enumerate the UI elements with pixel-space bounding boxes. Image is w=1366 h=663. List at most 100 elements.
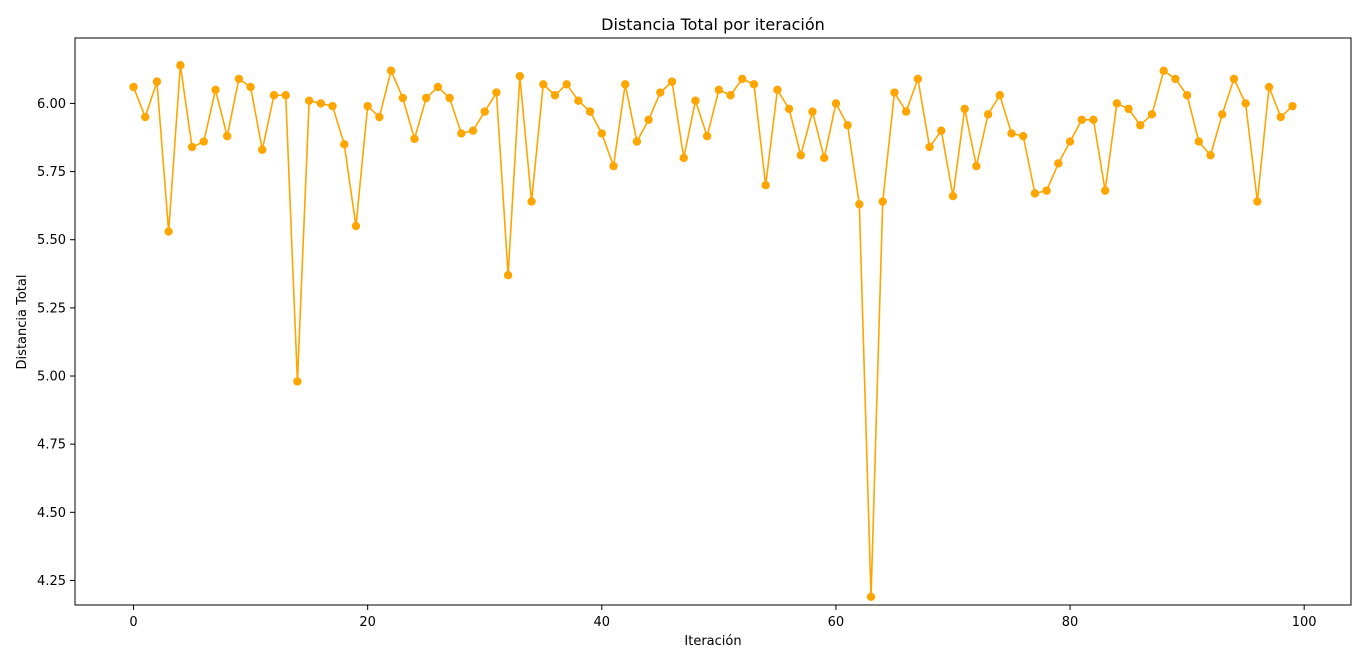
plot-frame (74, 37, 1352, 606)
data-point (585, 107, 595, 116)
data-point (597, 129, 606, 138)
y-axis: 4.25 4.50 4.75 5.00 5.25 5.50 5.75 6.00 (37, 97, 75, 589)
y-tick-label: 4.25 (37, 574, 66, 589)
data-point (1194, 137, 1204, 146)
data-point (866, 592, 876, 602)
data-point (960, 104, 969, 114)
series-line (132, 64, 1294, 598)
data-point (726, 91, 735, 100)
data-point (1054, 159, 1063, 168)
data-point (515, 71, 525, 81)
data-point (679, 153, 688, 163)
data-point (656, 88, 665, 97)
data-point (1229, 74, 1239, 84)
data-point (1288, 101, 1297, 111)
data-point (222, 131, 232, 141)
data-point (480, 107, 489, 116)
data-point (246, 82, 255, 92)
data-point (152, 77, 162, 86)
data-point (1206, 151, 1215, 160)
data-point (878, 197, 887, 206)
data-point (503, 270, 513, 280)
y-tick-label: 5.00 (37, 370, 66, 385)
data-point (749, 80, 759, 89)
data-point (702, 131, 712, 141)
data-point (421, 93, 431, 103)
data-point (375, 112, 384, 122)
data-point (386, 66, 396, 75)
data-point (609, 161, 618, 171)
data-point (1147, 110, 1157, 119)
data-point (621, 80, 630, 89)
data-point (269, 91, 279, 100)
y-tick-label: 5.25 (37, 301, 66, 316)
data-point (410, 134, 419, 144)
data-point (316, 99, 326, 108)
data-point (1276, 112, 1285, 122)
data-point (468, 126, 478, 135)
data-point (1124, 104, 1133, 114)
data-point (1264, 82, 1274, 92)
data-point (445, 93, 454, 103)
data-point (234, 74, 244, 84)
data-point (363, 101, 372, 111)
data-point (527, 197, 536, 206)
data-point (1253, 197, 1262, 206)
data-point (1077, 115, 1086, 124)
data-point (281, 91, 290, 100)
data-point (691, 96, 700, 105)
data-point (398, 93, 407, 103)
data-point (176, 61, 185, 70)
data-point (1182, 91, 1192, 100)
data-point (667, 77, 677, 86)
data-point (913, 74, 923, 84)
data-point (1241, 99, 1250, 108)
data-point (1136, 121, 1145, 130)
data-point (340, 140, 349, 149)
data-point (457, 129, 466, 138)
data-point (714, 85, 724, 94)
data-point (1218, 110, 1227, 119)
data-point (972, 161, 981, 171)
x-axis: 0 20 40 60 80 100 (129, 605, 1317, 630)
data-point (258, 145, 267, 154)
data-point (901, 107, 911, 116)
data-point (164, 227, 173, 236)
x-tick-label: 60 (828, 615, 845, 630)
data-point (855, 200, 864, 209)
x-tick-label: 40 (594, 615, 611, 630)
data-point (550, 91, 560, 100)
data-point (1159, 66, 1168, 75)
plot-area (129, 61, 1297, 602)
data-point (796, 151, 805, 160)
data-point (351, 221, 361, 231)
x-tick-label: 80 (1062, 615, 1079, 630)
data-point (820, 153, 829, 163)
data-point (1030, 189, 1040, 198)
y-tick-label: 5.75 (37, 165, 66, 180)
data-point (995, 91, 1005, 100)
data-point (562, 80, 571, 89)
chart-title: Distancia Total por iteración (601, 15, 825, 34)
y-axis-title: Distancia Total (15, 275, 30, 370)
data-point (539, 80, 548, 89)
data-point (738, 74, 747, 84)
data-point (304, 96, 314, 105)
data-point (632, 137, 642, 146)
data-point (1007, 129, 1016, 138)
data-point (1065, 137, 1075, 146)
y-tick-label: 6.00 (37, 97, 66, 112)
data-point (761, 181, 770, 190)
data-point (293, 377, 302, 386)
x-tick-label: 0 (129, 615, 137, 630)
data-point (1042, 186, 1051, 195)
data-point (890, 88, 899, 97)
y-tick-label: 5.50 (37, 233, 66, 248)
data-point (925, 142, 934, 152)
data-point (1171, 74, 1180, 84)
y-tick-label: 4.50 (37, 506, 66, 521)
data-point (644, 115, 653, 124)
data-point (328, 101, 337, 111)
data-point (1089, 115, 1098, 124)
